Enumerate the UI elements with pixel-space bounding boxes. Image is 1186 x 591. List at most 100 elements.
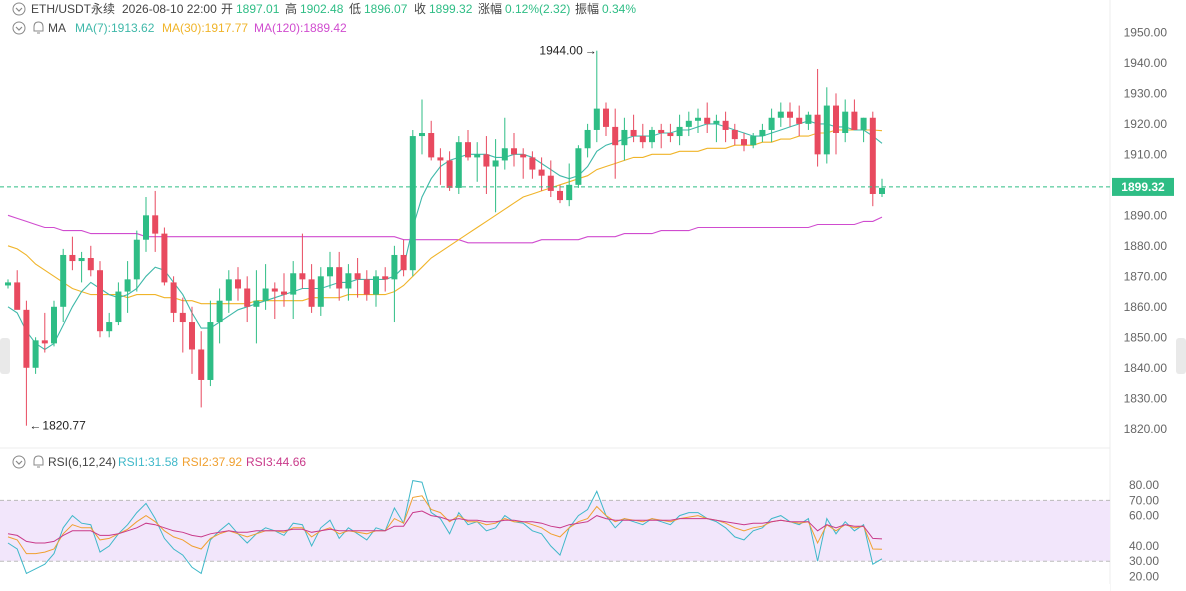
- candle-body: [133, 239, 140, 280]
- change-label: 涨幅: [478, 1, 502, 16]
- close-value: 1899.32: [429, 2, 473, 16]
- candle-body: [851, 111, 858, 130]
- candle-body: [32, 340, 39, 368]
- ma-collapse-icon[interactable]: [12, 21, 26, 35]
- candle-body: [557, 190, 563, 201]
- candle-body: [814, 114, 821, 155]
- rsi-collapse-icon[interactable]: [12, 455, 26, 469]
- candle-body: [455, 142, 462, 188]
- open-value: 1897.01: [236, 2, 280, 16]
- candle-body: [51, 306, 57, 344]
- last-price-badge: [1112, 177, 1174, 196]
- candle-body: [492, 160, 499, 167]
- price-tick-label: 1840.00: [1124, 361, 1168, 375]
- high-value: 1902.48: [300, 2, 344, 16]
- candle-body: [336, 267, 343, 289]
- candle-body: [97, 270, 103, 332]
- candle-body: [833, 105, 839, 134]
- rsi-legend: RSI(6,12,24) RSI1:31.58 RSI2:37.92 RSI3:…: [12, 455, 306, 469]
- candle-body: [428, 133, 435, 158]
- candle-body: [41, 340, 48, 344]
- candle-body: [612, 126, 619, 146]
- rsi2-legend: RSI2:37.92: [182, 455, 242, 469]
- candle-body: [244, 288, 251, 307]
- candle-body: [373, 276, 379, 295]
- candle-body: [78, 258, 85, 262]
- ma7-legend: MA(7):1913.62: [75, 21, 155, 35]
- price-tick-label: 1870.00: [1124, 269, 1168, 283]
- candle-body: [327, 267, 333, 277]
- candle-body: [465, 142, 471, 158]
- rsi-overbought-oversold-band: [0, 500, 1110, 562]
- candle-body: [354, 273, 361, 280]
- ohlc-header: ETH/USDT永续 2026-08-10 22:00 开 1897.01 高 …: [12, 1, 636, 16]
- candle-body: [695, 117, 701, 121]
- candle-body: [704, 117, 711, 124]
- candle-body: [225, 279, 232, 301]
- close-label: 收: [414, 2, 426, 16]
- candle-body: [501, 148, 508, 161]
- price-tick-label: 1880.00: [1124, 239, 1168, 253]
- symbol-label: ETH/USDT永续: [31, 2, 115, 16]
- candle-body: [860, 117, 867, 130]
- candle-body: [547, 175, 554, 191]
- amplitude-label: 振幅: [575, 1, 599, 16]
- candle-body: [446, 160, 453, 188]
- candle-body: [483, 154, 490, 167]
- candle-body: [879, 187, 885, 194]
- price-tick-label: 1860.00: [1124, 300, 1168, 314]
- price-tick-label: 1940.00: [1124, 56, 1168, 70]
- price-tick-label: 1820.00: [1124, 422, 1168, 436]
- candle-body: [658, 129, 665, 134]
- candle-body: [161, 233, 168, 283]
- left-arrow-icon: ←: [29, 419, 41, 433]
- candle-body: [235, 279, 241, 289]
- high-label: 高: [285, 1, 297, 16]
- candle-body: [262, 288, 269, 301]
- candle-body: [805, 114, 812, 124]
- candle-body: [14, 282, 21, 310]
- high-annotation: 1944.00: [539, 44, 583, 58]
- candle-body: [768, 117, 775, 130]
- low-value: 1896.07: [364, 2, 408, 16]
- rsi-tick-label: 40.00: [1129, 539, 1159, 553]
- ma-name: MA: [48, 21, 66, 35]
- candle-body: [621, 129, 628, 146]
- rsi3-legend: RSI3:44.66: [246, 455, 306, 469]
- price-tick-label: 1830.00: [1124, 391, 1168, 405]
- candle-body: [603, 108, 609, 127]
- chevron-down-icon: [15, 460, 23, 465]
- rsi-tick-label: 20.00: [1129, 569, 1159, 583]
- candle-body: [520, 154, 527, 158]
- candle-body: [308, 279, 315, 307]
- bell-icon[interactable]: [33, 455, 44, 468]
- ma120-line: [7, 214, 883, 244]
- candle-body: [5, 282, 11, 286]
- candle-body: [143, 215, 149, 240]
- candle-body: [842, 111, 849, 134]
- candle-body: [667, 133, 674, 137]
- candlesticks: [5, 50, 885, 426]
- candle-body: [575, 148, 582, 185]
- datetime-label: 2026-08-10 22:00: [122, 2, 217, 16]
- candle-body: [87, 258, 94, 271]
- rsi2-line: [7, 495, 883, 555]
- ma120-legend: MA(120):1889.42: [254, 21, 347, 35]
- candle-body: [566, 184, 573, 201]
- bell-icon[interactable]: [33, 21, 44, 34]
- candle-body: [511, 148, 517, 155]
- rsi-tick-label: 70.00: [1129, 493, 1159, 507]
- candle-body: [437, 157, 444, 161]
- price-tick-label: 1890.00: [1124, 208, 1168, 222]
- candle-body: [639, 136, 646, 143]
- candle-body: [207, 322, 214, 380]
- left-scroll-handle[interactable]: [0, 338, 10, 374]
- ma-legend: MA MA(7):1913.62 MA(30):1917.77 MA(120):…: [12, 21, 347, 35]
- collapse-icon[interactable]: [12, 2, 26, 16]
- candle-body: [713, 120, 720, 124]
- ma-lines: [7, 120, 883, 351]
- right-scroll-handle[interactable]: [1176, 338, 1186, 374]
- ma7-line: [7, 120, 883, 351]
